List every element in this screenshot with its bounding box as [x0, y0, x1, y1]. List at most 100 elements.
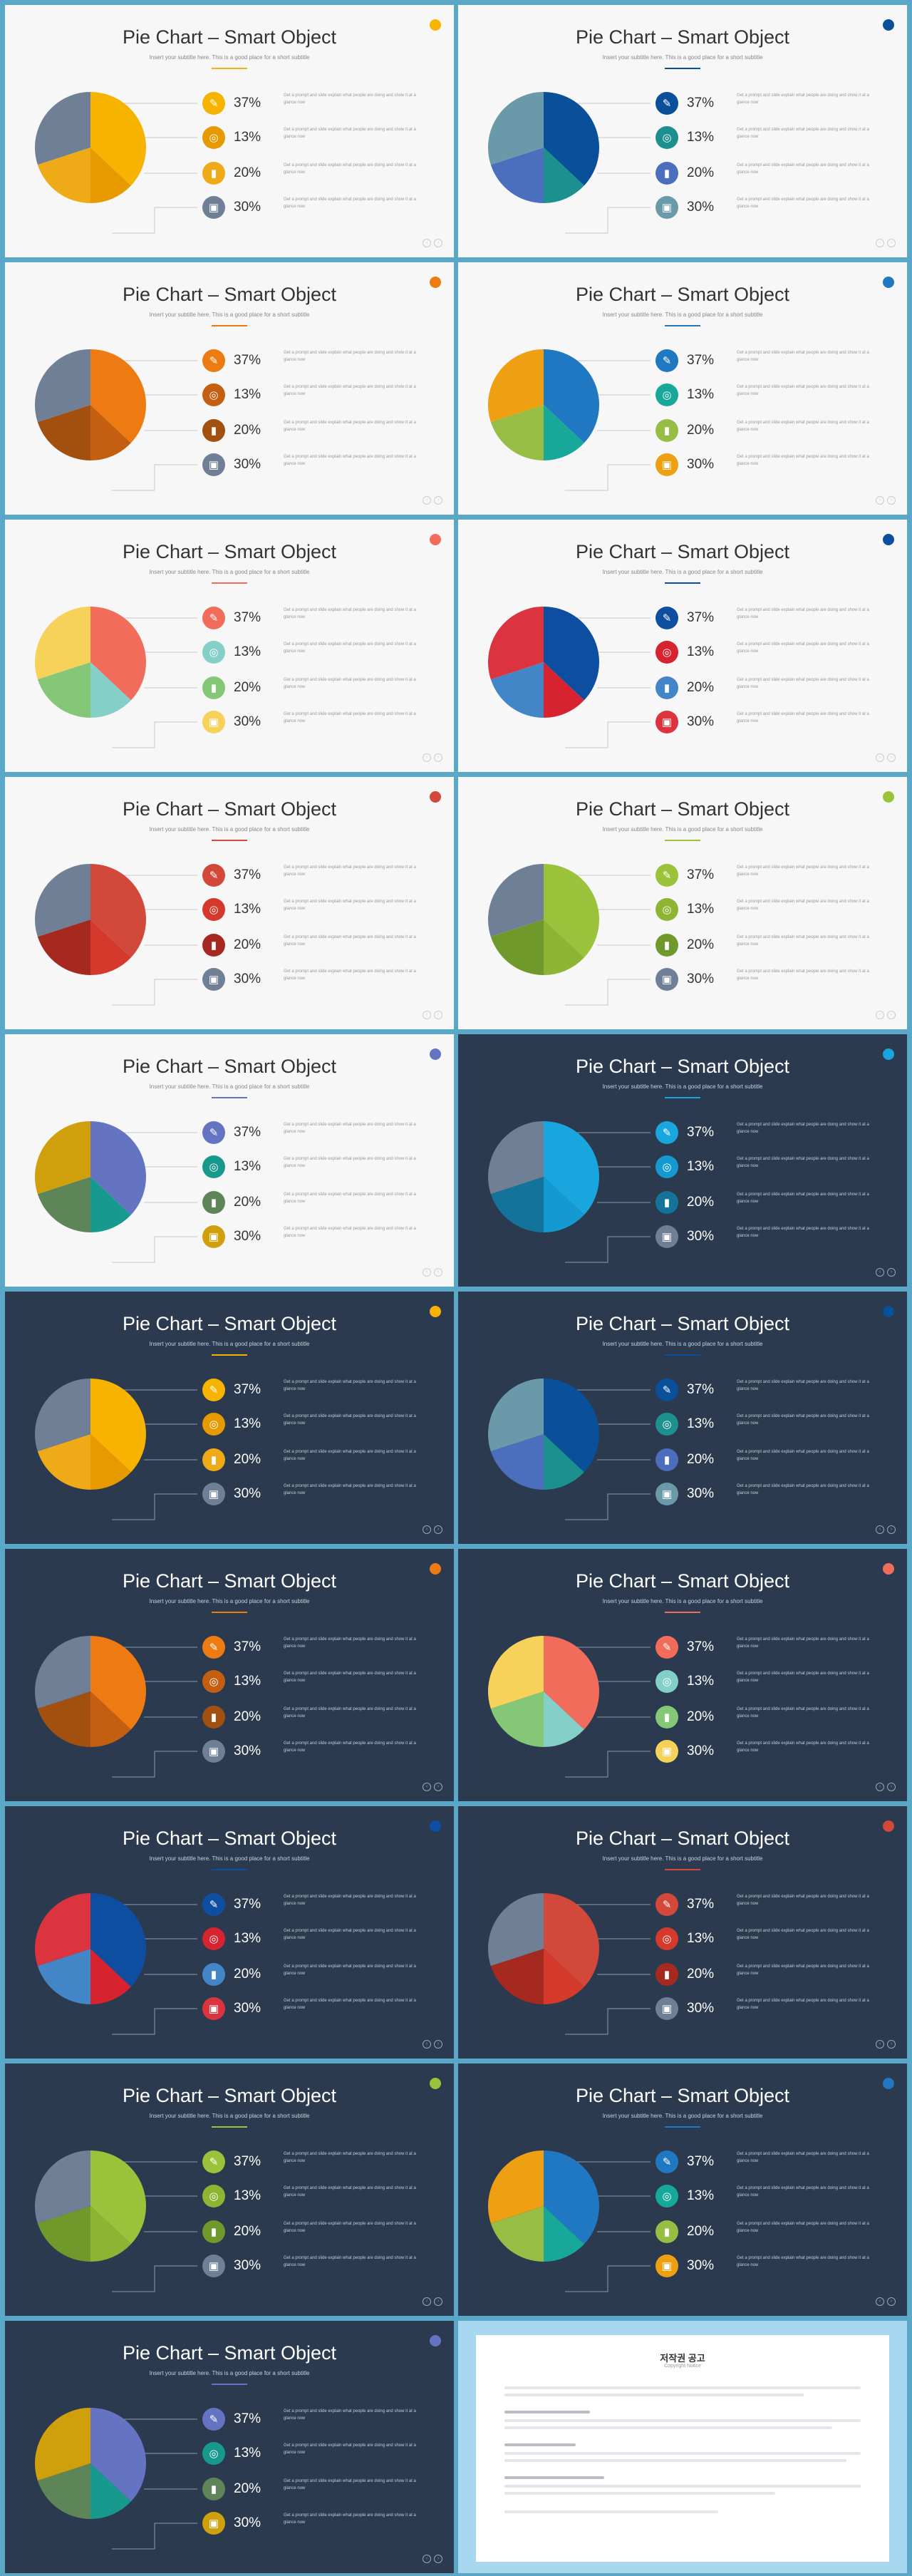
next-slide-button[interactable]: ›: [434, 496, 442, 505]
pie-slice: [34, 864, 90, 937]
legend-row: ▮ 20% Get a prompt and slide explain what …: [202, 2219, 445, 2245]
next-slide-button[interactable]: ›: [434, 1268, 442, 1277]
next-slide-button[interactable]: ›: [887, 1268, 896, 1277]
prev-slide-button[interactable]: ‹: [876, 496, 884, 505]
slide: Pie Chart – Smart Object Insert your subt…: [458, 2064, 907, 2316]
next-slide-button[interactable]: ›: [434, 239, 442, 247]
connector-line: [112, 1493, 197, 1520]
pie-chart: [34, 1379, 146, 1490]
slide-subtitle: Insert your subtitle here. This is a goo…: [149, 1855, 310, 1862]
pager: ‹ ›: [876, 239, 896, 247]
legend-percent: 37%: [234, 353, 261, 368]
legend-percent: 20%: [687, 423, 715, 438]
title-underline: [665, 325, 700, 326]
legend-percent: 30%: [234, 1486, 261, 1501]
pie-slice: [37, 1177, 90, 1232]
next-slide-button[interactable]: ›: [434, 2555, 442, 2563]
slide-number-badge: [883, 791, 894, 803]
presentation-icon: ▣: [656, 1225, 678, 1248]
legend-row: ✎ 37% Get a prompt and slide explain what …: [202, 605, 445, 631]
pie-slice: [90, 1949, 131, 2004]
legend-percent: 30%: [687, 2258, 715, 2273]
legend-percent: 13%: [687, 1674, 715, 1689]
next-slide-button[interactable]: ›: [434, 2040, 442, 2049]
next-slide-button[interactable]: ›: [887, 753, 896, 762]
slide-number-badge: [430, 791, 441, 803]
slide: Pie Chart – Smart Object Insert your subt…: [5, 2064, 454, 2316]
prev-slide-button[interactable]: ‹: [876, 1268, 884, 1277]
connector-line: [112, 207, 197, 234]
prev-slide-button[interactable]: ‹: [876, 1783, 884, 1791]
bar-chart-icon: ▮: [202, 1448, 225, 1471]
tag-icon: ✎: [202, 864, 225, 887]
pager: ‹ ›: [876, 496, 896, 505]
prev-slide-button[interactable]: ‹: [423, 239, 431, 247]
copyright-heading-line: [504, 2443, 576, 2446]
prev-slide-button[interactable]: ‹: [423, 2040, 431, 2049]
next-slide-button[interactable]: ›: [887, 1525, 896, 1534]
slide-title: Pie Chart – Smart Object: [122, 798, 337, 820]
prev-slide-button[interactable]: ‹: [423, 2555, 431, 2563]
prev-slide-button[interactable]: ‹: [423, 2297, 431, 2306]
legend-percent: 30%: [687, 972, 715, 986]
legend-percent: 13%: [687, 130, 715, 145]
slide-title: Pie Chart – Smart Object: [122, 1313, 337, 1334]
pie-slice: [544, 148, 584, 203]
prev-slide-button[interactable]: ‹: [876, 239, 884, 247]
next-slide-button[interactable]: ›: [434, 1011, 442, 1019]
legend-description: Get a prompt and slide explain what peop…: [284, 2479, 416, 2490]
presentation-icon: ▣: [202, 1997, 225, 2020]
pie-slice: [490, 2206, 544, 2262]
prev-slide-button[interactable]: ‹: [423, 753, 431, 762]
pie-slice: [37, 1691, 90, 1747]
tag-icon: ✎: [202, 1121, 225, 1144]
prev-slide-button[interactable]: ‹: [423, 1011, 431, 1019]
prev-slide-button[interactable]: ‹: [423, 496, 431, 505]
prev-slide-button[interactable]: ‹: [876, 1011, 884, 1019]
pager: ‹ ›: [423, 1011, 442, 1019]
next-slide-button[interactable]: ›: [887, 1011, 896, 1019]
pie-slice: [490, 405, 544, 460]
prev-slide-button[interactable]: ‹: [423, 1783, 431, 1791]
prev-slide-button[interactable]: ‹: [876, 2297, 884, 2306]
next-slide-button[interactable]: ›: [434, 753, 442, 762]
prev-slide-button[interactable]: ‹: [876, 1525, 884, 1534]
title-underline: [665, 1869, 700, 1870]
next-slide-button[interactable]: ›: [434, 1525, 442, 1534]
next-slide-button[interactable]: ›: [887, 496, 896, 505]
legend-row: ✎ 37% Get a prompt and slide explain what …: [202, 1377, 445, 1403]
connector-line: [565, 464, 651, 491]
next-slide-button[interactable]: ›: [434, 1783, 442, 1791]
prev-slide-button[interactable]: ‹: [876, 2040, 884, 2049]
next-slide-button[interactable]: ›: [887, 2297, 896, 2306]
pie-slice: [90, 349, 146, 443]
legend-row: ▣ 30% Get a prompt and slide explain what …: [202, 1224, 445, 1250]
pie-slice: [544, 607, 599, 701]
legend-percent: 13%: [234, 2188, 261, 2203]
prev-slide-button[interactable]: ‹: [423, 1525, 431, 1534]
legend-row: ▣ 30% Get a prompt and slide explain what …: [202, 1738, 445, 1764]
legend-description: Get a prompt and slide explain what peop…: [284, 455, 416, 466]
pie-slice: [544, 919, 584, 975]
next-slide-button[interactable]: ›: [887, 239, 896, 247]
legend-row: ▮ 20% Get a prompt and slide explain what …: [202, 1962, 445, 1987]
next-slide-button[interactable]: ›: [887, 2040, 896, 2049]
prev-slide-button[interactable]: ‹: [876, 753, 884, 762]
pager: ‹ ›: [423, 1525, 442, 1534]
legend-row: ▣ 30% Get a prompt and slide explain what …: [656, 1738, 898, 1764]
pie-slice: [90, 1434, 131, 1490]
legend-row: ✎ 37% Get a prompt and slide explain what …: [656, 2149, 898, 2175]
connector-line: [565, 207, 651, 234]
next-slide-button[interactable]: ›: [434, 2297, 442, 2306]
bar-chart-icon: ▮: [202, 1706, 225, 1729]
legend-row: ✎ 37% Get a prompt and slide explain what …: [202, 91, 445, 116]
broadcast-icon: ◎: [202, 641, 225, 664]
next-slide-button[interactable]: ›: [887, 1783, 896, 1791]
prev-slide-button[interactable]: ‹: [423, 1268, 431, 1277]
bar-chart-icon: ▮: [656, 419, 678, 442]
title-underline: [665, 1097, 700, 1098]
title-underline: [665, 1612, 700, 1613]
presentation-icon: ▣: [202, 711, 225, 733]
pie-slice: [37, 148, 90, 203]
connector-line: [565, 1493, 651, 1520]
